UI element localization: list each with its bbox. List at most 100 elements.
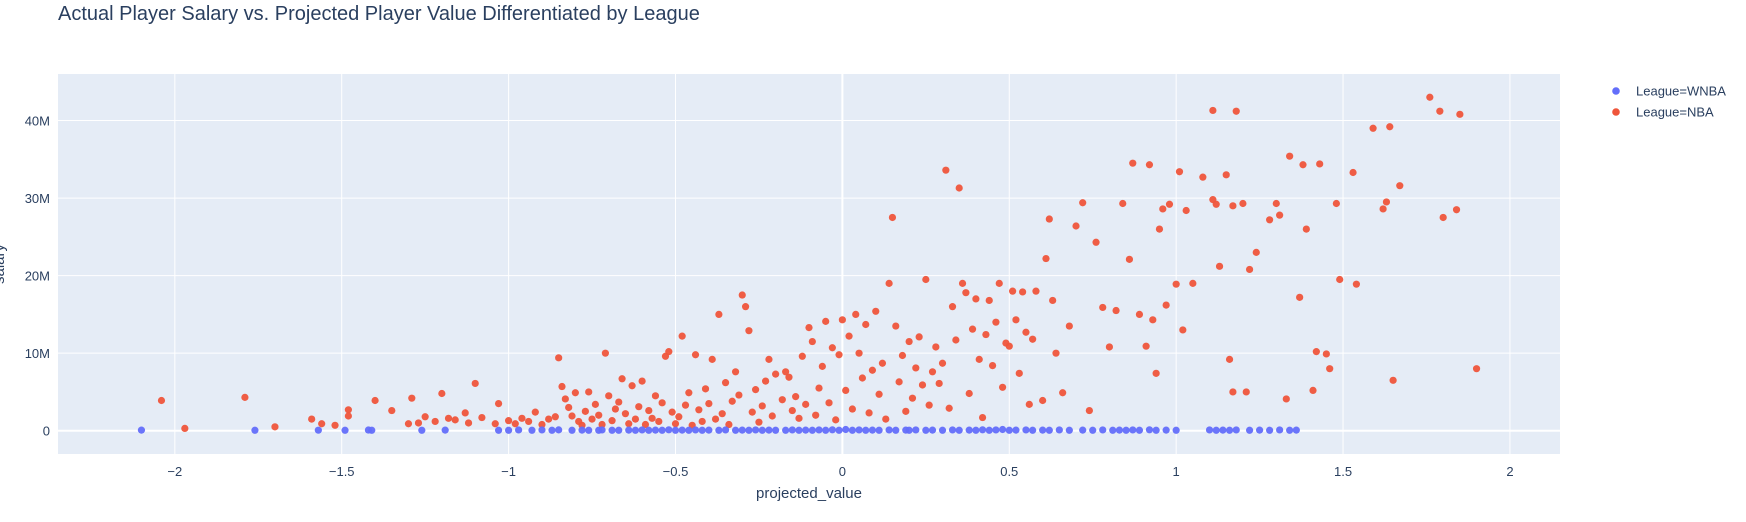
legend-item[interactable]: League=WNBA — [1612, 84, 1726, 99]
data-point — [1389, 376, 1397, 384]
data-point — [1165, 200, 1174, 208]
data-point — [545, 415, 553, 423]
data-point — [1015, 369, 1023, 377]
legend[interactable]: League=WNBA League=NBA — [1612, 84, 1726, 120]
data-point — [698, 426, 706, 434]
data-point — [1045, 215, 1053, 223]
data-point — [691, 426, 700, 434]
data-point — [651, 426, 660, 434]
data-point — [772, 370, 780, 378]
data-point — [768, 412, 776, 420]
data-point — [1172, 280, 1180, 288]
data-point — [628, 382, 636, 390]
legend-item[interactable]: League=NBA — [1612, 105, 1714, 120]
x-tick-label: 1.5 — [1334, 464, 1352, 479]
data-point — [578, 426, 586, 434]
data-point — [1042, 254, 1050, 263]
data-point — [344, 412, 352, 420]
data-point — [1232, 426, 1240, 434]
data-point — [878, 359, 887, 367]
data-point — [1012, 426, 1020, 434]
data-point — [478, 413, 486, 422]
data-point — [675, 413, 683, 421]
data-point — [645, 426, 653, 434]
data-point — [728, 397, 736, 405]
data-point — [1266, 216, 1274, 224]
y-axis-title: salary — [0, 243, 8, 284]
data-point — [408, 394, 416, 402]
data-point — [1439, 213, 1447, 222]
data-point — [805, 323, 813, 332]
data-point — [344, 406, 352, 414]
data-point — [948, 303, 957, 311]
data-point — [1252, 248, 1260, 256]
data-point — [845, 332, 853, 340]
data-point — [938, 359, 947, 367]
plot-area — [58, 74, 1560, 454]
data-point — [525, 417, 533, 426]
data-point — [651, 392, 660, 400]
data-point — [875, 426, 883, 434]
data-point — [978, 413, 987, 422]
x-tick-label: 1 — [1173, 464, 1180, 479]
data-point — [825, 399, 833, 407]
data-points — [137, 93, 1481, 434]
data-point — [748, 408, 756, 416]
data-point — [708, 355, 716, 363]
data-point — [738, 426, 746, 434]
gridlines — [58, 74, 1560, 454]
data-point — [905, 337, 913, 346]
data-point — [1332, 199, 1340, 208]
data-point — [1396, 182, 1404, 190]
data-point — [528, 426, 536, 434]
data-point — [1049, 296, 1057, 305]
data-point — [898, 351, 907, 360]
data-point — [1242, 388, 1250, 396]
data-point — [685, 389, 693, 397]
data-point — [755, 418, 763, 426]
data-point — [1162, 426, 1170, 434]
data-point — [1112, 306, 1120, 315]
y-axis-ticks: 0 10M 20M 30M 40M — [25, 114, 50, 439]
data-point — [808, 426, 816, 434]
data-point — [368, 426, 376, 434]
data-point — [965, 389, 973, 398]
data-point — [1012, 316, 1020, 324]
data-point — [1316, 160, 1324, 168]
data-point — [1155, 225, 1164, 233]
data-point — [1256, 426, 1264, 434]
data-point — [701, 385, 710, 393]
data-point — [1045, 426, 1053, 434]
data-point — [1005, 342, 1013, 350]
data-point — [892, 426, 900, 434]
legend-marker — [1612, 108, 1620, 116]
data-point — [928, 368, 937, 376]
data-point — [868, 366, 877, 374]
data-point — [842, 386, 850, 395]
data-point — [1322, 350, 1330, 358]
data-point — [568, 412, 576, 420]
data-point — [251, 426, 259, 434]
data-point — [515, 426, 523, 434]
data-point — [802, 400, 810, 408]
data-point — [972, 295, 980, 303]
data-point — [638, 426, 646, 434]
data-point — [1129, 426, 1137, 434]
data-point — [955, 426, 963, 434]
data-point — [892, 322, 900, 330]
data-point — [678, 426, 686, 434]
data-point — [1209, 106, 1217, 115]
data-point — [157, 396, 166, 405]
data-point — [404, 420, 413, 428]
data-point — [1379, 205, 1387, 213]
data-point — [1092, 238, 1100, 246]
data-point — [945, 404, 953, 412]
data-point — [137, 426, 146, 434]
data-point — [998, 425, 1007, 434]
data-point — [241, 393, 249, 401]
data-point — [1119, 199, 1127, 208]
data-point — [822, 426, 830, 434]
data-point — [795, 414, 803, 422]
data-point — [1199, 173, 1207, 181]
data-point — [591, 400, 599, 408]
